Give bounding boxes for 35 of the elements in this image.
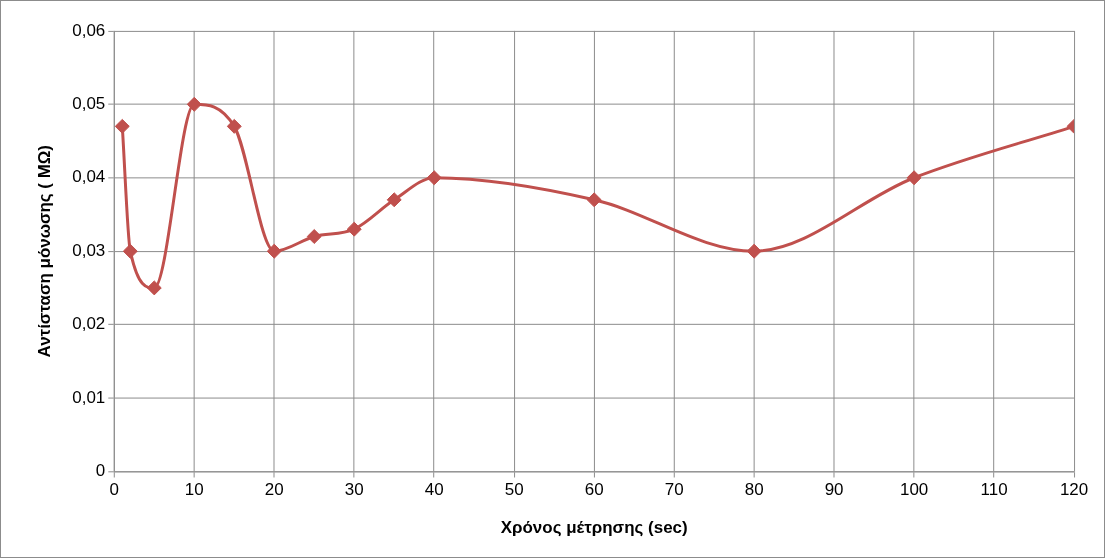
x-tick-label: 120 [1059,480,1089,500]
x-tick-label: 90 [824,480,844,500]
point [226,118,242,134]
x-tick-label: 80 [744,480,764,500]
x-tick-label: 70 [664,480,684,500]
point [122,243,138,259]
point [306,229,322,244]
y-tick-label: 0,02 [72,314,106,334]
point [266,243,282,259]
y-tick-label: 0,05 [72,94,106,113]
x-tick-label: 40 [424,480,444,500]
y-tick-label: 0,04 [72,167,106,187]
x-tick-label: 100 [899,480,929,500]
point [186,96,202,112]
y-tick-label: 0,01 [72,387,106,407]
x-tick-label: 110 [980,480,1008,500]
x-tick-label: 20 [264,480,284,500]
point [586,192,602,208]
x-axis-title: Χρόνος μέτρησης (sec) [500,517,688,537]
point [114,118,130,134]
point [146,280,162,296]
y-tick-label: 0,03 [72,240,106,260]
point [426,170,442,186]
y-tick-label: 0,06 [72,20,106,40]
point [346,221,362,237]
point [386,192,402,208]
y-axis-title: Αντίσταση μόνωσης ( ΜΩ) [34,145,54,358]
point [746,243,762,259]
x-tick-label: 10 [184,480,204,500]
y-tick-label: 0 [95,461,106,481]
x-tick-label: 50 [504,480,524,500]
point [906,170,922,186]
x-tick-label: 30 [344,480,364,500]
x-tick-label: 60 [584,480,604,500]
x-tick-label: 0 [109,480,119,500]
